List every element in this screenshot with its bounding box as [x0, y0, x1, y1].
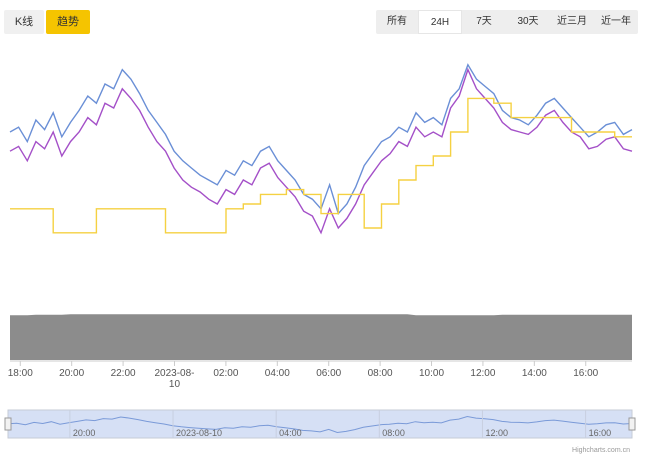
- navigator-series-line: [7, 415, 633, 434]
- range-button-1y[interactable]: 近一年: [601, 16, 631, 27]
- chart-credit: Highcharts.com.cn: [572, 447, 630, 454]
- navigator-tick-label: 12:00: [485, 428, 508, 438]
- volume-area-fill: [10, 314, 632, 360]
- x-tick-label: 2023-08-: [154, 368, 194, 379]
- x-tick-label: 14:00: [522, 368, 547, 379]
- range-button-24h[interactable]: 24H: [418, 10, 462, 34]
- x-axis: 18:00 20:00 22:00 2023-08-10 02:00 04:00 06:00…: [8, 360, 632, 390]
- navigator-tick-label: 20:00: [73, 428, 96, 438]
- x-tick-label: 10:00: [419, 368, 444, 379]
- x-tick-label: 18:00: [8, 368, 33, 379]
- navigator-handle-left[interactable]: [4, 417, 12, 431]
- x-tick-label-line2: 10: [169, 379, 181, 390]
- range-button-all[interactable]: 所有: [387, 16, 407, 27]
- x-tick-label: 12:00: [470, 368, 495, 379]
- x-tick-label: 04:00: [265, 368, 290, 379]
- x-tick-label: 02:00: [213, 368, 238, 379]
- price-lines: [9, 63, 633, 235]
- navigator-selection[interactable]: [7, 409, 633, 439]
- x-tick-label: 22:00: [111, 368, 136, 379]
- navigator-tick-label: 2023-08-10: [176, 428, 222, 438]
- range-button-3m[interactable]: 近三月: [557, 16, 587, 27]
- tab-kline[interactable]: K线: [4, 10, 44, 34]
- navigator: 20:00 2023-08-10 04:00 08:00 12:00 16:00: [4, 409, 636, 439]
- x-tick-label: 08:00: [368, 368, 393, 379]
- series-line-purple: [9, 67, 633, 235]
- x-tick-label: 06:00: [316, 368, 341, 379]
- x-tick-label: 20:00: [59, 368, 84, 379]
- tab-trend[interactable]: 趋势: [46, 10, 90, 34]
- navigator-tick-label: 08:00: [382, 428, 405, 438]
- volume-area: [10, 314, 632, 360]
- range-button-30d[interactable]: 30天: [517, 16, 539, 27]
- navigator-tick-label: 04:00: [279, 428, 302, 438]
- series-line-yellow: [10, 97, 632, 234]
- range-selector: 所有 24H 7天 30天 近三月 近一年: [376, 10, 638, 34]
- range-button-7d[interactable]: 7天: [476, 16, 492, 27]
- navigator-handle-right[interactable]: [628, 417, 636, 431]
- navigator-tick-label: 16:00: [589, 428, 612, 438]
- series-line-blue: [9, 63, 633, 215]
- x-tick-label: 16:00: [573, 368, 598, 379]
